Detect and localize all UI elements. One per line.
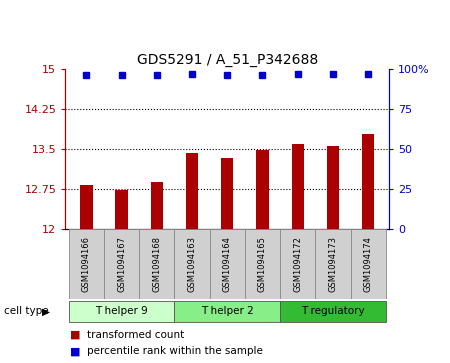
Bar [280, 229, 315, 299]
Text: T regulatory: T regulatory [301, 306, 364, 316]
Bar [139, 229, 175, 299]
Text: cell type: cell type [4, 306, 49, 316]
Text: GSM1094167: GSM1094167 [117, 236, 126, 292]
Text: GSM1094165: GSM1094165 [258, 236, 267, 292]
Bar [151, 182, 163, 229]
Bar [292, 143, 304, 229]
Text: GSM1094166: GSM1094166 [82, 236, 91, 292]
Bar [315, 229, 351, 299]
Bar [80, 185, 93, 229]
Text: GSM1094172: GSM1094172 [293, 236, 302, 292]
Bar [327, 146, 339, 229]
Text: ■: ■ [70, 346, 80, 356]
Text: GSM1094173: GSM1094173 [328, 236, 338, 292]
Bar [256, 150, 269, 229]
Text: GSM1094163: GSM1094163 [188, 236, 197, 292]
Bar [351, 229, 386, 299]
Text: percentile rank within the sample: percentile rank within the sample [87, 346, 263, 356]
Title: GDS5291 / A_51_P342688: GDS5291 / A_51_P342688 [137, 53, 318, 66]
Bar [186, 153, 198, 229]
Bar [69, 229, 104, 299]
Text: GSM1094174: GSM1094174 [364, 236, 373, 292]
Text: T helper 9: T helper 9 [95, 306, 148, 316]
Bar [104, 229, 139, 299]
Text: T helper 2: T helper 2 [201, 306, 254, 316]
Text: transformed count: transformed count [87, 330, 184, 340]
Text: ▶: ▶ [42, 306, 50, 316]
Bar [362, 134, 374, 229]
Bar [245, 229, 280, 299]
Bar [69, 301, 175, 322]
Bar [175, 229, 210, 299]
Bar [175, 301, 280, 322]
Bar [221, 158, 234, 229]
Text: GSM1094168: GSM1094168 [152, 236, 161, 292]
Bar [280, 301, 386, 322]
Text: ■: ■ [70, 330, 80, 340]
Text: GSM1094164: GSM1094164 [223, 236, 232, 292]
Bar [116, 190, 128, 229]
Bar [210, 229, 245, 299]
